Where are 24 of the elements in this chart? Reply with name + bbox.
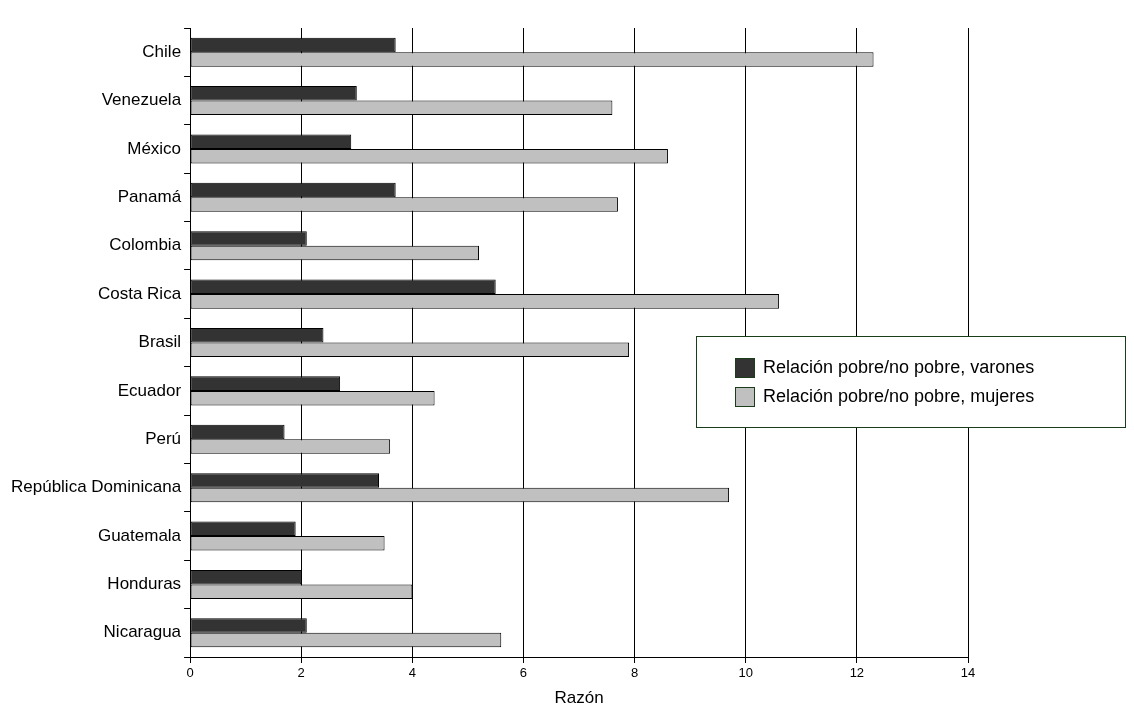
y-tick-label: República Dominicana bbox=[11, 477, 182, 497]
x-tick-label: 14 bbox=[960, 665, 976, 681]
y-tick-label: Ecuador bbox=[117, 380, 182, 400]
x-tick-label: 0 bbox=[186, 665, 194, 681]
x-tick-label: 4 bbox=[408, 665, 416, 681]
y-tick-label: Costa Rica bbox=[97, 283, 182, 303]
x-axis-title: Razón bbox=[554, 688, 604, 708]
legend-label: Relación pobre/no pobre, mujeres bbox=[763, 386, 1035, 407]
y-tick-label: Venezuela bbox=[101, 90, 182, 110]
y-tick-label: Nicaragua bbox=[103, 622, 182, 642]
y-tick-label: Honduras bbox=[107, 574, 182, 594]
y-tick-label: Brasil bbox=[138, 332, 182, 352]
x-tick-label: 12 bbox=[849, 665, 865, 681]
y-tick-label: Guatemala bbox=[97, 525, 182, 545]
y-tick-label: México bbox=[127, 138, 182, 158]
x-tick-label: 10 bbox=[738, 665, 753, 681]
x-tick-label: 8 bbox=[630, 665, 639, 681]
x-tick-label: 6 bbox=[519, 665, 528, 681]
y-tick-label: Colombia bbox=[109, 235, 182, 255]
y-tick-label: Panamá bbox=[117, 187, 182, 207]
y-tick-label: Chile bbox=[142, 41, 182, 61]
legend-label: Relación pobre/no pobre, varones bbox=[763, 357, 1035, 378]
x-tick-label: 2 bbox=[297, 665, 305, 681]
y-tick-label: Perú bbox=[145, 428, 182, 448]
